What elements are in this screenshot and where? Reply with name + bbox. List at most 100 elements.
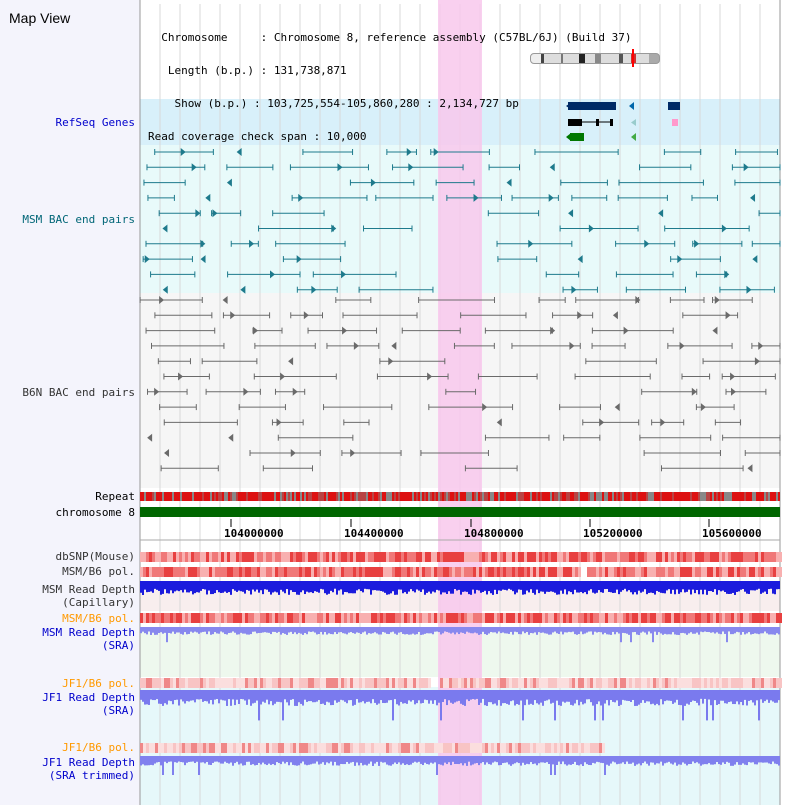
msm-depth-capillary-bar xyxy=(386,581,388,595)
ideogram-position-marker xyxy=(632,49,634,67)
msm-depth-sra-bar xyxy=(574,627,576,635)
jf1-b6-pol-density xyxy=(203,678,206,688)
jf1-b6-pol-density xyxy=(494,678,497,688)
dbsnp-density xyxy=(536,552,539,562)
track-label-msm-bac[interactable]: MSM BAC end pairs xyxy=(22,213,135,226)
msm-depth-capillary-bar xyxy=(292,581,294,592)
jf1-depth-sra-bar xyxy=(276,690,278,702)
repeat-segment xyxy=(364,492,366,501)
msm-depth-sra-bar xyxy=(256,627,258,634)
repeat-segment xyxy=(242,492,244,501)
track-label-msm-b6-pol[interactable]: MSM/B6 pol. xyxy=(62,565,135,578)
jf1-depth-trimmed-bar xyxy=(664,756,666,764)
axis-tick-label: 105200000 xyxy=(583,527,643,540)
msm-b6-pol-density xyxy=(587,567,590,577)
b6n-bac-pair-arrow xyxy=(303,311,309,320)
track-label-jf1-depth-trimmed[interactable]: JF1 Read Depth (SRA trimmed) xyxy=(42,756,135,782)
jf1-depth-trimmed-bar xyxy=(700,756,702,766)
jf1-depth-sra-bar xyxy=(146,690,148,705)
msm-depth-capillary-bar xyxy=(536,581,538,590)
jf1-depth-trimmed-bar xyxy=(668,756,670,762)
repeat-segment xyxy=(556,492,558,501)
msm-depth-capillary-bar xyxy=(206,581,208,595)
msm-depth-sra-bar xyxy=(678,627,680,635)
dbsnp-density xyxy=(620,552,623,562)
track-label-msm-b6-pol-sra[interactable]: MSM/B6 pol. xyxy=(62,612,135,625)
jf1-depth-trimmed-bar xyxy=(204,756,206,764)
msm-depth-capillary-bar xyxy=(680,581,682,593)
jf1-depth-sra-bar xyxy=(260,690,262,705)
track-label-jf1-depth-sra[interactable]: JF1 Read Depth (SRA) xyxy=(42,691,135,717)
jf1-depth-sra-bar xyxy=(162,690,164,706)
jf1-depth-sra-bar xyxy=(534,690,536,701)
chromosome-ideogram[interactable] xyxy=(530,53,660,64)
msm-b6-pol-density xyxy=(629,567,632,577)
msm-bac-pair-arrow xyxy=(750,193,756,202)
msm-depth-sra-bar xyxy=(250,627,252,635)
msm-b6-pol-sra-density xyxy=(362,613,365,623)
jf1-depth-sra-bar xyxy=(208,690,210,704)
jf1-b6-pol-2-density xyxy=(179,743,182,753)
jf1-depth-trimmed-bar xyxy=(214,756,216,762)
dbsnp-density xyxy=(701,552,704,562)
msm-depth-sra-bar xyxy=(162,627,164,634)
track-label-jf1-b6-pol-2[interactable]: JF1/B6 pol. xyxy=(62,741,135,754)
track-label-jf1-depth-trim-line1: JF1 Read Depth xyxy=(42,756,135,769)
jf1-b6-pol-2-density xyxy=(299,743,302,753)
track-label-dbsnp[interactable]: dbSNP(Mouse) xyxy=(55,550,135,563)
msm-b6-pol-density xyxy=(383,567,386,577)
jf1-b6-pol-2-density xyxy=(284,743,287,753)
track-label-msm-depth-sra[interactable]: MSM Read Depth (SRA) xyxy=(42,626,135,652)
msm-b6-pol-density xyxy=(677,567,680,577)
jf1-depth-trimmed-bar xyxy=(238,756,240,765)
jf1-depth-trimmed-bar xyxy=(644,756,646,762)
jf1-depth-sra-bar xyxy=(344,690,346,702)
jf1-depth-trimmed-bar xyxy=(324,756,326,765)
repeat-segment xyxy=(630,492,632,501)
msm-depth-capillary-bar xyxy=(384,581,386,593)
jf1-depth-sra-bar xyxy=(518,690,520,705)
dbsnp-density xyxy=(353,552,356,562)
jf1-depth-trimmed-bar xyxy=(492,756,494,763)
jf1-depth-trimmed-bar xyxy=(382,756,384,763)
track-label-msm-depth-capillary[interactable]: MSM Read Depth (Capillary) xyxy=(42,583,135,609)
jf1-depth-sra-bar xyxy=(550,690,552,704)
jf1-depth-sra-bar xyxy=(234,690,236,706)
msm-b6-pol-density xyxy=(158,567,161,577)
repeat-segment xyxy=(708,492,710,501)
jf1-depth-sra-bar xyxy=(486,690,488,706)
track-label-jf1-b6-pol[interactable]: JF1/B6 pol. xyxy=(62,677,135,690)
repeat-segment xyxy=(444,492,446,501)
jf1-depth-trimmed-bar xyxy=(460,756,462,764)
msm-b6-pol-sra-density xyxy=(401,613,404,623)
jf1-depth-trimmed-bar xyxy=(738,756,740,765)
msm-depth-sra-bar xyxy=(458,627,460,635)
track-label-jf1-depth-sra-line2: (SRA) xyxy=(101,704,135,717)
repeat-segment xyxy=(284,492,286,501)
dbsnp-density xyxy=(227,552,230,562)
jf1-depth-trimmed-bar xyxy=(368,756,370,764)
msm-bac-pair-arrow xyxy=(568,209,574,218)
jf1-b6-pol-2-density xyxy=(191,743,194,753)
jf1-depth-trimmed-bar xyxy=(152,756,154,766)
msm-b6-pol-density xyxy=(431,567,434,577)
jf1-depth-trimmed-bar xyxy=(266,756,268,766)
repeat-segment xyxy=(288,492,290,501)
track-label-repeat[interactable]: Repeat xyxy=(95,490,135,503)
dbsnp-density xyxy=(671,552,674,562)
repeat-segment xyxy=(488,492,490,501)
track-label-chromosome[interactable]: chromosome 8 xyxy=(55,506,135,519)
msm-depth-sra-bar xyxy=(712,627,714,633)
dbsnp-density xyxy=(551,552,554,562)
msm-b6-pol-density xyxy=(425,567,428,577)
msm-depth-sra-bar xyxy=(534,627,536,633)
msm-depth-sra-bar xyxy=(730,627,732,635)
jf1-depth-trimmed-bar xyxy=(618,756,620,764)
msm-depth-capillary-bar xyxy=(140,581,142,593)
jf1-depth-sra-bar xyxy=(654,690,656,706)
track-label-refseq[interactable]: RefSeq Genes xyxy=(55,116,135,129)
track-label-b6n-bac[interactable]: B6N BAC end pairs xyxy=(22,386,135,399)
jf1-depth-trimmed-bar xyxy=(622,756,624,763)
msm-b6-pol-sra-density xyxy=(206,613,209,623)
